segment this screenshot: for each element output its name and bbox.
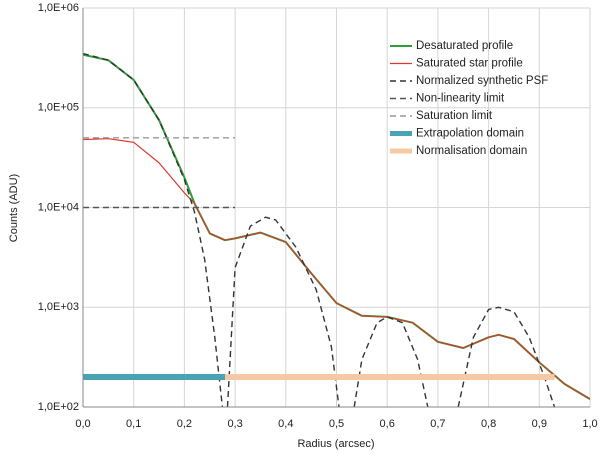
x-tick-label: 0,5 bbox=[329, 418, 344, 430]
x-tick-label: 0,2 bbox=[177, 418, 192, 430]
legend-label: Extrapolation domain bbox=[416, 128, 524, 140]
legend-label: Saturation limit bbox=[416, 110, 493, 122]
x-tick-label: 0,1 bbox=[126, 418, 141, 430]
y-tick-label: 1,0E+06 bbox=[38, 2, 79, 14]
series-line bbox=[83, 52, 556, 407]
y-tick-label: 1,0E+05 bbox=[38, 102, 79, 114]
y-tick-label: 1,0E+02 bbox=[38, 401, 79, 413]
legend-label: Saturated star profile bbox=[416, 58, 523, 70]
x-tick-label: 0,3 bbox=[227, 418, 242, 430]
legend-label: Normalisation domain bbox=[416, 145, 527, 157]
axes: 1,0E+02 1,0E+03 1,0E+04 1,0E+05 1,0E+06 0,0 0,… bbox=[38, 2, 598, 430]
plot-area bbox=[83, 52, 590, 407]
x-tick-label: 0,0 bbox=[75, 418, 90, 430]
x-tick-label: 0,7 bbox=[430, 418, 445, 430]
x-tick-label: 0,6 bbox=[380, 418, 395, 430]
y-tick-label: 1,0E+03 bbox=[38, 301, 79, 313]
y-axis-label: Counts (ADU) bbox=[8, 174, 20, 242]
x-tick-label: 0,8 bbox=[481, 418, 496, 430]
legend-label: Desaturated profile bbox=[416, 40, 513, 52]
x-tick-label: 1,0 bbox=[582, 418, 597, 430]
x-axis-label: Radius (arcsec) bbox=[297, 438, 374, 450]
x-tick-label: 0,4 bbox=[278, 418, 293, 430]
x-tick-label: 0,9 bbox=[532, 418, 547, 430]
legend-label: Normalized synthetic PSF bbox=[416, 75, 548, 87]
y-tick-label: 1,0E+04 bbox=[38, 201, 79, 213]
legend: Desaturated profile Saturated star profil… bbox=[390, 40, 548, 157]
legend-label: Non-linearity limit bbox=[416, 93, 505, 105]
series-line bbox=[83, 138, 590, 400]
